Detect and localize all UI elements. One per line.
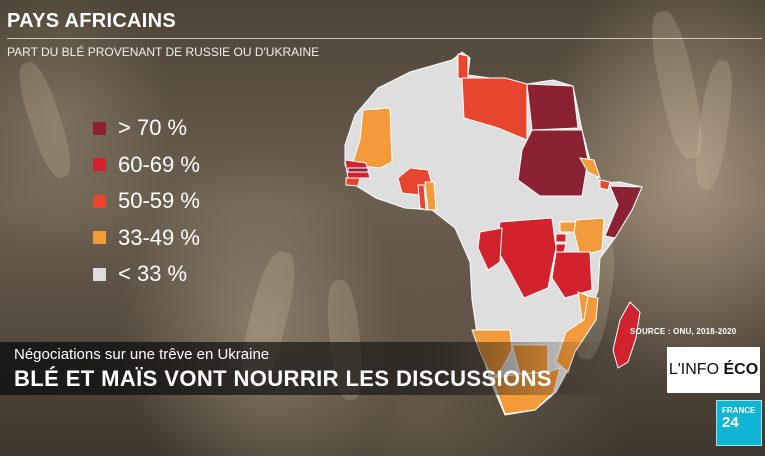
legend-swatch [93,267,106,281]
rwanda [555,233,567,243]
sudan [517,129,589,197]
france24-logo: FRANCE 24 [716,400,762,446]
map-legend: > 70 % 60-69 % 50-59 % 33-49 % < 33 % [93,110,200,293]
legend-item: < 33 % [93,256,200,293]
gambia [347,167,369,173]
legend-label: 50-59 % [118,188,200,214]
legend-swatch [93,121,106,135]
somalia [604,185,643,239]
lower-third-banner [0,342,620,395]
news-headline: BLÉ ET MAÏS VONT NOURRIR LES DISCUSSIONS [14,366,552,391]
legend-item: > 70 % [93,110,200,147]
legend-label: < 33 % [118,261,188,287]
legend-swatch [93,158,106,172]
mauritania [351,107,393,169]
legend-item: 50-59 % [93,183,200,220]
togo [417,184,427,211]
source-credit: SOURCE : ONU, 2018-2020 [630,327,737,336]
congo [477,227,503,271]
kenya [573,217,605,257]
program-logo-bold: ÉCO [723,361,759,378]
legend-label: > 70 % [118,115,188,141]
egypt [526,83,579,131]
legend-label: 33-49 % [118,224,200,250]
legend-swatch [93,231,106,245]
tunisia [457,53,469,81]
guinea-bissau [345,177,361,187]
legend-label: 60-69 % [118,151,200,177]
channel-logo-line1: FRANCE [722,406,756,415]
eritrea [579,157,601,179]
news-kicker: Négociations sur une trêve en Ukraine [14,346,270,363]
djibouti [599,179,611,191]
legend-item: 60-69 % [93,147,200,184]
burundi [555,243,567,253]
benin [424,181,437,211]
chart-title: PAYS AFRICAINS [7,10,177,32]
chart-subtitle: PART DU BLÉ PROVENANT DE RUSSIE OU D'UKR… [7,45,320,59]
program-logo: L'INFO ÉCO [667,347,760,393]
channel-logo-line2: 24 [722,414,739,431]
legend-swatch [93,194,106,208]
uganda [559,221,577,233]
program-logo-regular: L'INFO [668,361,724,378]
legend-item: 33-49 % [93,220,200,257]
title-divider [7,38,762,39]
